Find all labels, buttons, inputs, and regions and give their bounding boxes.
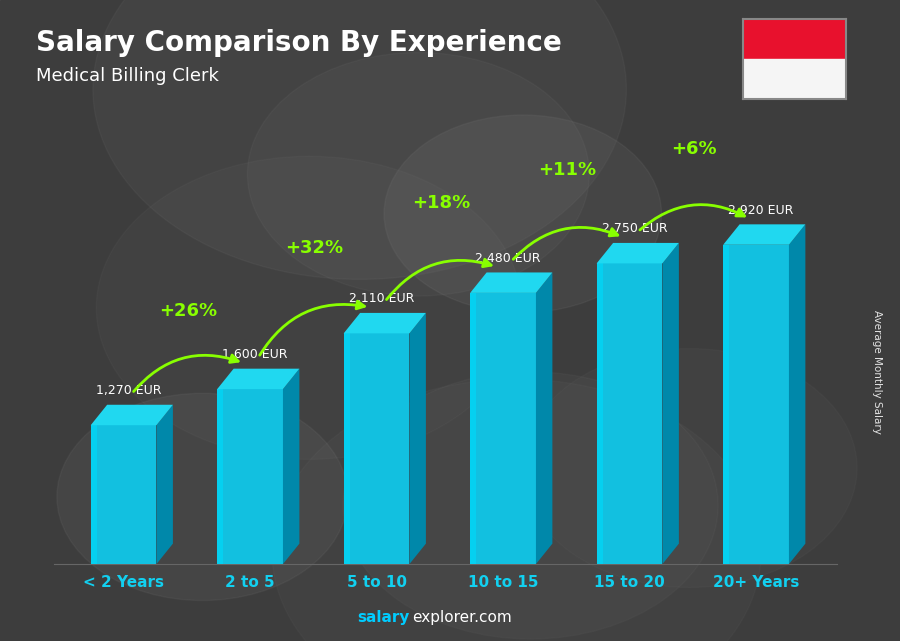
Text: explorer.com: explorer.com — [412, 610, 512, 625]
Polygon shape — [470, 272, 553, 293]
Polygon shape — [157, 404, 173, 564]
Text: 2,480 EUR: 2,480 EUR — [475, 252, 541, 265]
Text: +6%: +6% — [670, 140, 716, 158]
Polygon shape — [344, 313, 426, 333]
Circle shape — [93, 0, 626, 279]
Polygon shape — [724, 245, 729, 564]
Polygon shape — [217, 369, 300, 389]
Text: Medical Billing Clerk: Medical Billing Clerk — [36, 67, 219, 85]
Polygon shape — [470, 293, 476, 564]
Polygon shape — [789, 224, 806, 564]
Text: Salary Comparison By Experience: Salary Comparison By Experience — [36, 29, 562, 57]
Polygon shape — [724, 245, 789, 564]
Polygon shape — [724, 224, 806, 245]
Polygon shape — [283, 369, 300, 564]
FancyArrowPatch shape — [133, 355, 238, 392]
Polygon shape — [662, 243, 679, 564]
Polygon shape — [91, 404, 173, 425]
Circle shape — [248, 53, 590, 296]
Bar — [742, 60, 846, 99]
Circle shape — [57, 394, 347, 601]
Polygon shape — [597, 243, 679, 263]
Text: +18%: +18% — [411, 194, 470, 212]
Text: 2,920 EUR: 2,920 EUR — [728, 204, 794, 217]
Polygon shape — [410, 313, 426, 564]
Text: +32%: +32% — [285, 239, 343, 257]
FancyArrowPatch shape — [513, 228, 617, 259]
Polygon shape — [217, 389, 283, 564]
FancyArrowPatch shape — [640, 204, 744, 230]
Polygon shape — [217, 389, 223, 564]
Polygon shape — [91, 425, 96, 564]
Polygon shape — [597, 263, 662, 564]
Polygon shape — [344, 333, 349, 564]
Text: 2,750 EUR: 2,750 EUR — [602, 222, 667, 235]
Bar — [742, 19, 846, 60]
Circle shape — [384, 115, 662, 313]
Text: 1,600 EUR: 1,600 EUR — [222, 348, 288, 362]
Text: salary: salary — [357, 610, 410, 625]
Text: Average Monthly Salary: Average Monthly Salary — [872, 310, 883, 434]
Text: +11%: +11% — [538, 161, 597, 179]
Text: +26%: +26% — [158, 302, 217, 320]
Text: 1,270 EUR: 1,270 EUR — [95, 385, 161, 397]
Polygon shape — [536, 272, 553, 564]
FancyArrowPatch shape — [260, 301, 364, 355]
Text: 2,110 EUR: 2,110 EUR — [349, 292, 414, 306]
FancyArrowPatch shape — [386, 259, 491, 299]
Polygon shape — [91, 425, 157, 564]
Polygon shape — [597, 263, 603, 564]
Polygon shape — [344, 333, 410, 564]
Polygon shape — [470, 293, 536, 564]
